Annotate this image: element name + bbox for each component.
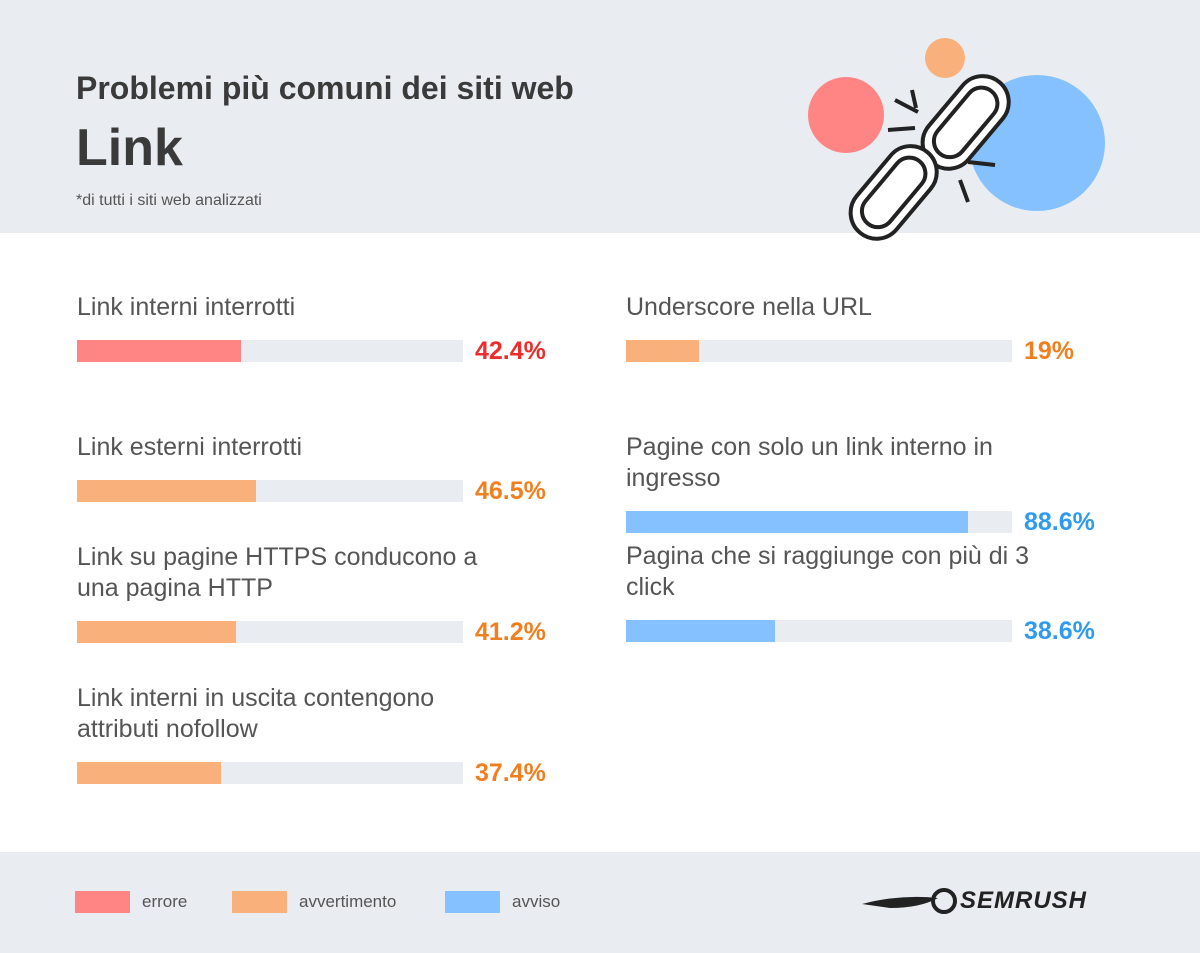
bar (626, 620, 775, 642)
subtitle: Link (76, 119, 183, 177)
footer-band (0, 852, 1200, 953)
value-label: 88.6% (1024, 507, 1095, 536)
bar-track (626, 340, 1012, 362)
brand: SEMRUSH (960, 887, 1088, 914)
bar (626, 511, 968, 533)
bar (77, 480, 257, 502)
bar (77, 340, 241, 362)
brand-logo: SEMRUSH (860, 886, 1087, 916)
category-label: Pagine con solo un link interno in ingre… (626, 433, 993, 492)
chain-illustration (808, 38, 1105, 241)
note: *di tutti i siti web analizzati (76, 192, 262, 209)
bar (77, 762, 222, 784)
category-label: Link interni interrotti (77, 293, 296, 321)
bar-item: Link su pagine HTTPS conducono a una pag… (77, 542, 557, 646)
legend-swatch (232, 891, 287, 913)
value-label: 37.4% (475, 758, 546, 787)
title: Problemi più comuni dei siti web (76, 70, 574, 106)
bar-row: 46.5% (77, 477, 557, 505)
bar-row: 38.6% (626, 617, 1106, 645)
bar-track (626, 511, 1012, 533)
bar-track (77, 762, 463, 784)
bar-track (77, 480, 463, 502)
bar-row: 41.2% (77, 618, 557, 646)
value-label: 38.6% (1024, 616, 1095, 645)
bar (626, 340, 700, 362)
legend-label: avviso (512, 892, 561, 911)
legend-label: errore (142, 892, 188, 911)
bar-item: Link interni in uscita contengono attrib… (77, 683, 557, 787)
bar-row: 37.4% (77, 759, 557, 787)
bar-track (77, 340, 463, 362)
bar-row: 42.4% (77, 337, 557, 365)
legend-swatch (445, 891, 500, 913)
legend-label: avvertimento (299, 892, 397, 911)
legend-swatch (75, 891, 130, 913)
category-label: Link interni in uscita contengono attrib… (77, 684, 435, 743)
bar-item: Pagine con solo un link interno in ingre… (626, 432, 1106, 536)
category-label: Link su pagine HTTPS conducono a una pag… (77, 543, 478, 602)
value-label: 46.5% (475, 476, 546, 505)
value-label: 41.2% (475, 617, 546, 646)
value-label: 19% (1024, 336, 1075, 365)
bar-item: Underscore nella URL 19% (626, 292, 1106, 365)
bar-item: Link interni interrotti 42.4% (77, 292, 557, 365)
legend-item: avvertimento (232, 891, 396, 913)
value-label: 42.4% (475, 336, 546, 365)
bar-row: 88.6% (626, 508, 1106, 536)
bar-track (77, 621, 463, 643)
bar (77, 621, 237, 643)
bar-item: Pagina che si raggiunge con più di 3 cli… (626, 541, 1106, 645)
bar-item: Link esterni interrotti 46.5% (77, 432, 557, 505)
legend-item: errore (75, 891, 187, 913)
category-label: Link esterni interrotti (77, 433, 303, 461)
category-label: Pagina che si raggiunge con più di 3 cli… (626, 542, 1030, 601)
legend-item: avviso (445, 891, 560, 913)
bar-track (626, 620, 1012, 642)
bar-row: 19% (626, 337, 1106, 365)
brand-icon (862, 888, 957, 914)
category-label: Underscore nella URL (626, 293, 872, 321)
